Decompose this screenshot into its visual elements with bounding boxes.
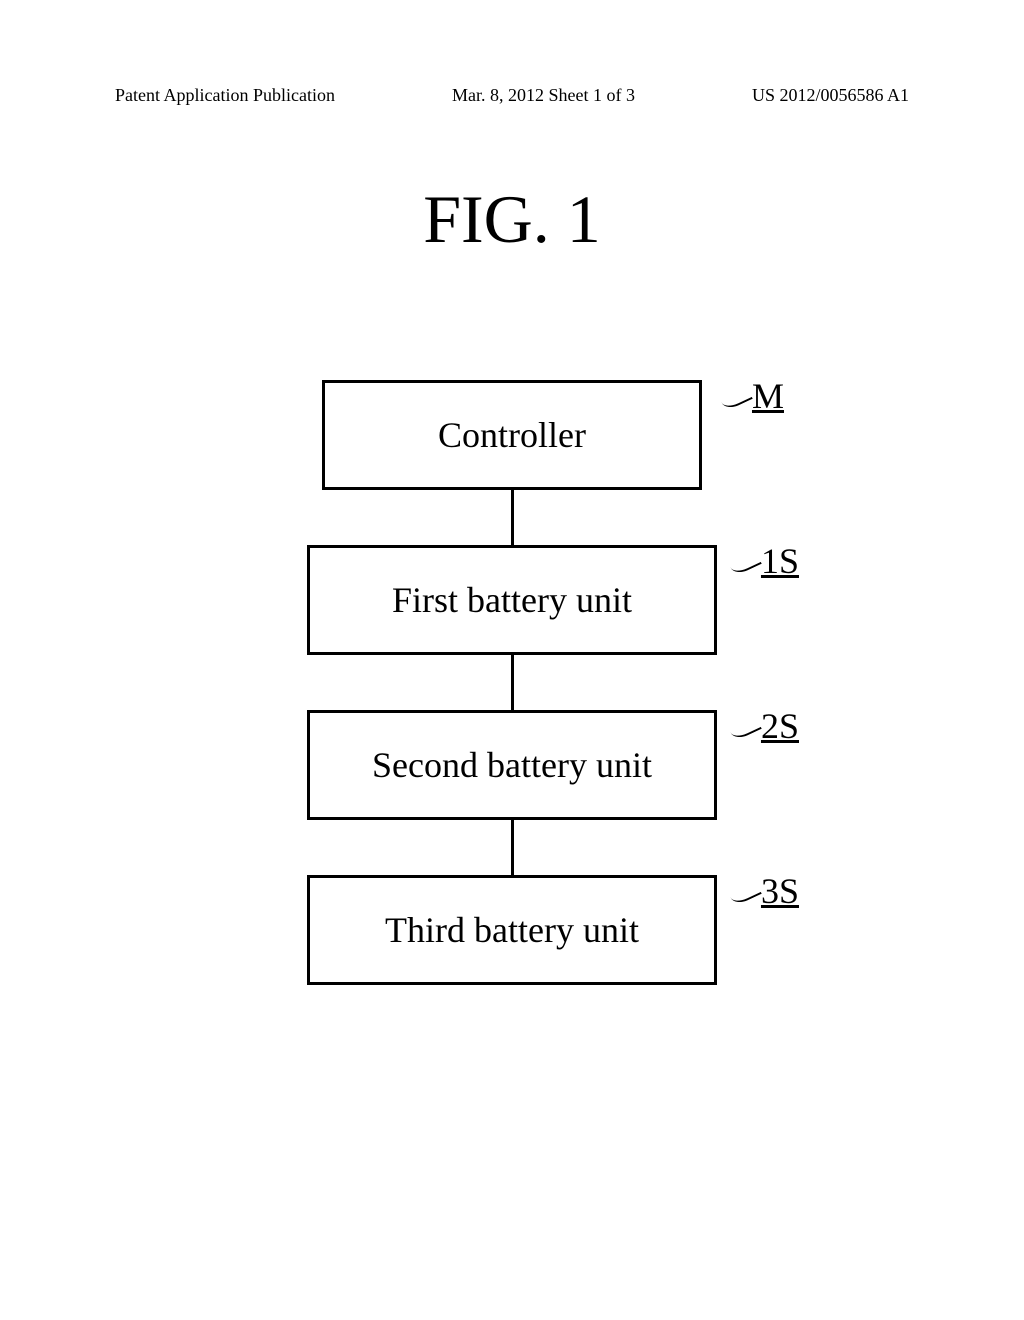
- third-battery-label: Third battery unit: [385, 909, 639, 951]
- ref-label-2s: 2S: [761, 705, 799, 747]
- leader-curve-icon: [717, 381, 753, 412]
- leader-curve-icon: [726, 546, 762, 577]
- header-patent-number: US 2012/0056586 A1: [752, 85, 909, 106]
- connector-line: [511, 820, 514, 875]
- controller-label: Controller: [438, 414, 586, 456]
- ref-label-1s: 1S: [761, 540, 799, 582]
- block-diagram: Controller M First battery unit 1S Secon…: [262, 380, 762, 985]
- header-date-sheet: Mar. 8, 2012 Sheet 1 of 3: [452, 85, 635, 106]
- second-battery-ref-label: 2S: [729, 705, 799, 747]
- ref-label-m: M: [752, 375, 784, 417]
- connector-line: [511, 655, 514, 710]
- leader-curve-icon: [726, 876, 762, 907]
- second-battery-box: Second battery unit 2S: [307, 710, 717, 820]
- controller-ref-label: M: [720, 375, 784, 417]
- first-battery-ref-label: 1S: [729, 540, 799, 582]
- header-publication: Patent Application Publication: [115, 85, 335, 106]
- first-battery-label: First battery unit: [392, 579, 632, 621]
- third-battery-ref-label: 3S: [729, 870, 799, 912]
- controller-box: Controller M: [322, 380, 702, 490]
- page-header: Patent Application Publication Mar. 8, 2…: [0, 85, 1024, 106]
- third-battery-box: Third battery unit 3S: [307, 875, 717, 985]
- second-battery-label: Second battery unit: [372, 744, 652, 786]
- connector-line: [511, 490, 514, 545]
- figure-title: FIG. 1: [423, 180, 601, 259]
- leader-curve-icon: [726, 711, 762, 742]
- ref-label-3s: 3S: [761, 870, 799, 912]
- first-battery-box: First battery unit 1S: [307, 545, 717, 655]
